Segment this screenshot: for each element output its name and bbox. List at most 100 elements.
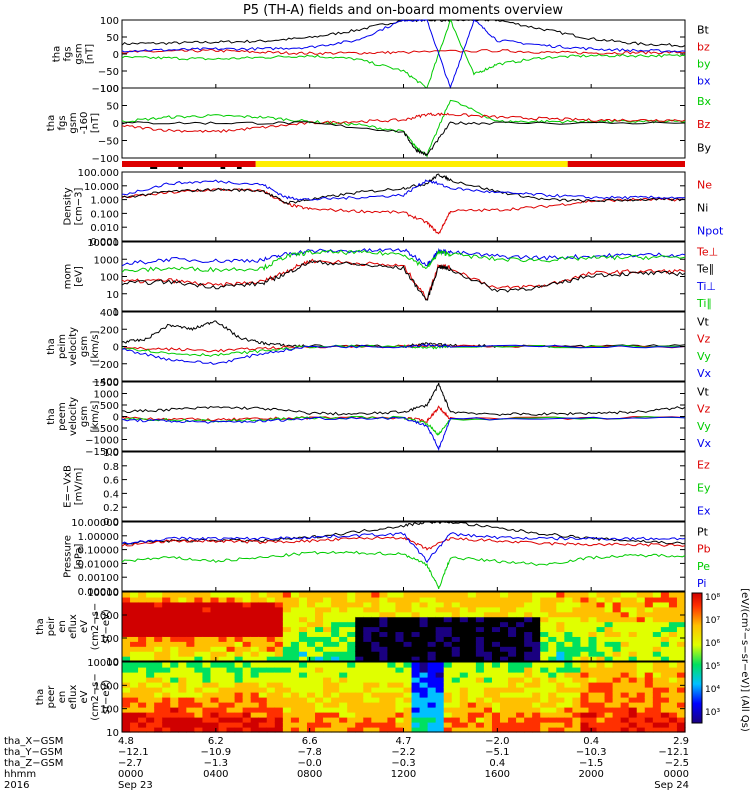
- spectrogram-cell: [210, 621, 220, 628]
- spectrogram-cell: [676, 707, 686, 713]
- spectrogram-cell: [178, 611, 187, 618]
- spectrogram-cell: [138, 631, 147, 637]
- spectrogram-cell: [491, 712, 501, 718]
- spectrogram-cell: [355, 697, 364, 703]
- spectrogram-cell: [572, 651, 582, 657]
- y-tick-label: 0.4: [103, 489, 119, 500]
- spectrogram-cell: [652, 717, 662, 723]
- spectrogram-cell: [411, 672, 421, 678]
- spectrogram-cell: [644, 656, 654, 662]
- spectrogram-cell: [628, 631, 638, 637]
- spectrogram-cell: [258, 621, 268, 628]
- spectrogram-cell: [475, 682, 485, 688]
- spectrogram-cell: [660, 692, 670, 698]
- spectrogram-cell: [290, 722, 300, 728]
- spectrogram-cell: [122, 626, 131, 633]
- spectrogram-cell: [162, 616, 171, 623]
- spectrogram-cell: [660, 631, 670, 637]
- spectrogram-cell: [628, 606, 638, 613]
- y-tick-label: 0.6: [103, 476, 119, 487]
- spectrogram-cell: [234, 707, 244, 713]
- spectrogram-cell: [620, 606, 630, 613]
- spectrogram-cell: [620, 662, 630, 668]
- spectrogram-cell: [572, 601, 582, 608]
- spectrogram-cell: [339, 697, 348, 703]
- spectrogram-cell: [355, 606, 364, 613]
- spectrogram-cell: [138, 677, 147, 683]
- spectrogram-cell: [138, 592, 147, 598]
- y-axis-label-line: [nT]: [90, 113, 101, 133]
- spectrogram-cell: [202, 717, 212, 723]
- mode-tick: [150, 167, 158, 169]
- spectrogram-cell: [258, 722, 268, 728]
- y-axis-label: tha fgs gsm -160 [nT]: [46, 112, 101, 135]
- spectrogram-cell: [395, 677, 405, 683]
- spectrogram-cell: [290, 606, 300, 613]
- spectrogram-cell: [564, 697, 573, 703]
- spectrogram-cell: [620, 616, 630, 623]
- spectrogram-cell: [459, 636, 469, 642]
- series-line-vt: [121, 320, 686, 348]
- legend-entry-bz: Bz: [697, 118, 711, 131]
- spectrogram-cell: [226, 606, 236, 613]
- spectrogram-cell: [258, 727, 268, 733]
- spectrogram-cell: [226, 682, 236, 688]
- spectrogram-cell: [323, 616, 332, 623]
- mode-segment: [122, 161, 256, 167]
- spectrogram-cell: [596, 687, 606, 693]
- spectrogram-cell: [435, 692, 445, 698]
- spectrogram-cell: [146, 692, 155, 698]
- spectrogram-cell: [451, 697, 461, 703]
- spectrogram-cell: [612, 662, 622, 668]
- spectrogram-cell: [644, 692, 654, 698]
- spectrogram-cell: [636, 707, 646, 713]
- spectrogram-cell: [660, 616, 670, 623]
- spectrogram-cell: [130, 641, 139, 647]
- spectrogram-cell: [130, 712, 139, 718]
- spectrogram-cell: [604, 646, 614, 652]
- spectrogram-cell: [548, 631, 557, 637]
- spectrogram-cell: [395, 672, 405, 678]
- spectrogram-cell: [532, 692, 541, 698]
- spectrogram-cell: [467, 687, 477, 693]
- legend-entry-ez: Ez: [697, 459, 710, 472]
- spectrogram-cell: [122, 592, 131, 598]
- spectrogram-cell: [186, 682, 195, 688]
- colorbar-tick-label: 10⁶: [705, 639, 720, 649]
- spectrogram-cell: [548, 702, 557, 708]
- spectrogram-cell: [138, 712, 147, 718]
- spectrogram-cell: [274, 621, 284, 628]
- spectrogram-cell: [146, 641, 155, 647]
- spectrogram-cell: [668, 667, 678, 673]
- spectrogram-cell: [588, 631, 598, 637]
- spectrogram-cell: [258, 631, 268, 637]
- legend-entry-ne: Ne: [697, 179, 712, 192]
- spectrogram-cell: [532, 722, 541, 728]
- spectrogram-cell: [612, 606, 622, 613]
- spectrogram-cell: [379, 722, 389, 728]
- spectrogram-cell: [379, 601, 389, 608]
- spectrogram-cell: [620, 717, 630, 723]
- spectrogram-cell: [306, 656, 316, 662]
- spectrogram-cell: [427, 611, 437, 618]
- spectrogram-cell: [298, 611, 308, 618]
- spectrogram-cell: [548, 672, 557, 678]
- spectrogram-cell: [564, 667, 573, 673]
- x-tick-gsm-z: −0.3: [391, 758, 415, 769]
- spectrogram-cell: [290, 682, 300, 688]
- spectrogram-cell: [347, 662, 356, 668]
- spectrogram-cell: [282, 717, 292, 723]
- y-axis-label-line: [km/s]: [90, 400, 101, 432]
- spectrogram-cell: [524, 596, 533, 603]
- spectrogram-cell: [524, 621, 533, 628]
- spectrogram-cell: [451, 656, 461, 662]
- spectrogram-cell: [154, 611, 163, 618]
- spectrogram-cell: [532, 611, 541, 618]
- spectrogram-cell: [379, 651, 389, 657]
- spectrogram-cell: [644, 636, 654, 642]
- spectrogram-cell: [323, 722, 332, 728]
- spectrogram-cell: [234, 702, 244, 708]
- spectrogram-cell: [154, 687, 163, 693]
- spectrogram-cell: [154, 656, 163, 662]
